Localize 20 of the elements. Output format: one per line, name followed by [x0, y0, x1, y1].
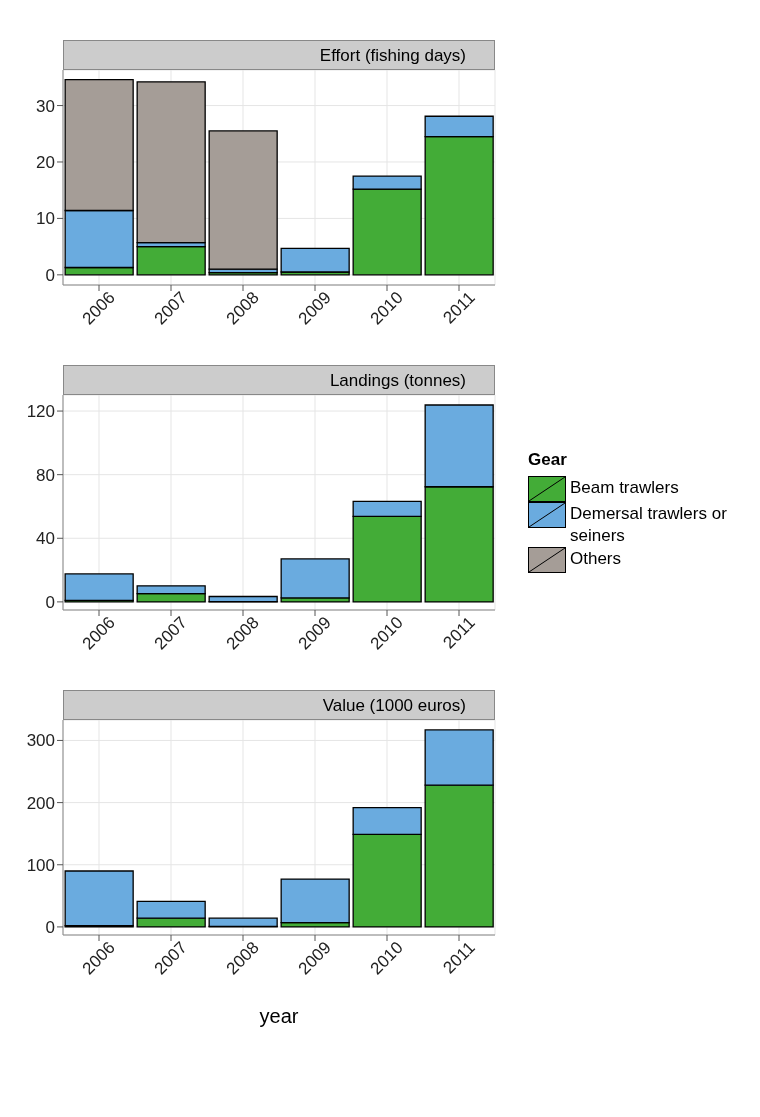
chart-title: Value (1000 euros) — [322, 696, 466, 715]
y-tick-label: 30 — [36, 96, 55, 116]
y-tick-label: 80 — [36, 465, 55, 485]
x-axis-title: year — [258, 1005, 300, 1028]
y-tick-label: 0 — [45, 592, 55, 612]
y-tick-label: 300 — [26, 731, 55, 751]
chart-title: Effort (fishing days) — [319, 46, 466, 65]
y-tick-label: 0 — [45, 265, 55, 285]
legend-label: Others — [570, 548, 623, 570]
legend-title: Gear — [528, 450, 568, 470]
y-tick-label: 20 — [36, 153, 55, 173]
legend-label: Demersal trawlers or seiners — [570, 503, 728, 547]
y-tick-label: 40 — [36, 529, 55, 549]
y-tick-label: 200 — [26, 793, 55, 813]
y-tick-label: 10 — [36, 209, 55, 229]
legend-label: Beam trawlers — [570, 477, 680, 499]
y-tick-label: 120 — [26, 402, 55, 422]
y-tick-label: 100 — [26, 855, 55, 875]
y-tick-label: 0 — [45, 917, 55, 937]
chart-title: Landings (tonnes) — [329, 371, 466, 390]
